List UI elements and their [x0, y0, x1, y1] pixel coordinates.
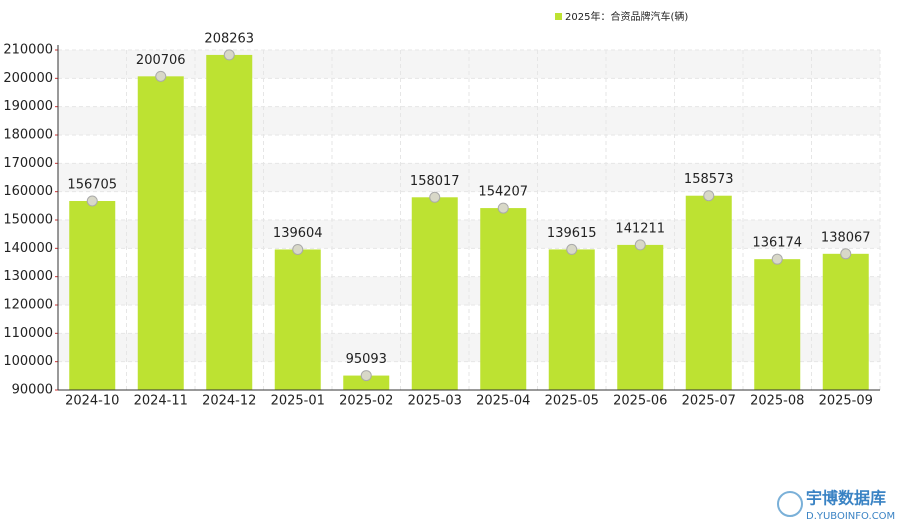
value-label: 136174: [752, 236, 802, 251]
y-tick-label: 170000: [3, 156, 53, 171]
bar: [206, 54, 253, 390]
bar-marker: [840, 248, 852, 260]
watermark-logo: [777, 491, 803, 517]
x-tick-label: 2025-03: [408, 394, 462, 409]
value-label: 139604: [273, 226, 323, 241]
bar-marker: [497, 202, 509, 214]
x-tick-label: 2025-06: [613, 394, 667, 409]
value-label: 156705: [67, 178, 117, 193]
x-tick-label: 2025-05: [545, 394, 599, 409]
bar: [754, 259, 801, 390]
legend-label: 2025年：合资品牌汽车(辆): [565, 10, 688, 23]
y-tick-label: 210000: [3, 43, 53, 58]
x-tick-label: 2025-09: [819, 394, 873, 409]
value-label: 154207: [478, 185, 528, 200]
bar-marker: [155, 70, 167, 82]
bar-marker: [223, 49, 235, 61]
bar: [69, 201, 116, 390]
y-tick-label: 180000: [3, 128, 53, 143]
x-tick-label: 2024-12: [202, 394, 256, 409]
bar-marker: [634, 239, 646, 251]
y-tick-label: 140000: [3, 241, 53, 256]
x-tick-label: 2025-01: [271, 394, 325, 409]
bar-marker: [429, 191, 441, 203]
x-tick-label: 2024-10: [65, 394, 119, 409]
value-label: 139615: [547, 226, 597, 241]
bar-marker: [703, 190, 715, 202]
value-label: 141211: [615, 221, 665, 236]
bar: [822, 253, 869, 390]
y-tick-label: 110000: [3, 326, 53, 341]
bar-marker: [292, 243, 304, 255]
x-tick-label: 2025-04: [476, 394, 530, 409]
bar-marker: [771, 253, 783, 265]
value-label: 138067: [821, 230, 871, 245]
bar: [343, 375, 390, 390]
value-label: 95093: [346, 352, 387, 367]
y-tick-label: 160000: [3, 184, 53, 199]
bar: [617, 244, 664, 390]
x-tick-label: 2025-08: [750, 394, 804, 409]
bar: [137, 76, 184, 390]
y-tick-label: 190000: [3, 99, 53, 114]
y-tick-label: 90000: [12, 383, 53, 398]
bar: [274, 249, 321, 390]
x-tick-label: 2025-07: [682, 394, 736, 409]
legend-swatch: [555, 13, 562, 20]
bar-marker: [86, 195, 98, 207]
y-tick-label: 100000: [3, 354, 53, 369]
watermark-title: 宇博数据库: [806, 489, 886, 508]
value-label: 200706: [136, 53, 186, 68]
bar: [685, 195, 732, 390]
watermark: 宇博数据库 D.YUBOINFO.COM: [777, 489, 895, 522]
bar-marker: [360, 370, 372, 382]
value-label: 158017: [410, 174, 460, 189]
value-label: 208263: [204, 31, 254, 46]
y-tick-label: 200000: [3, 71, 53, 86]
value-label: 158573: [684, 172, 734, 187]
y-tick-label: 150000: [3, 213, 53, 228]
bar: [411, 197, 458, 390]
x-tick-label: 2024-11: [134, 394, 188, 409]
bar-marker: [566, 243, 578, 255]
y-tick-label: 130000: [3, 269, 53, 284]
watermark-url: D.YUBOINFO.COM: [806, 511, 895, 522]
bar: [548, 249, 595, 390]
x-tick-label: 2025-02: [339, 394, 393, 409]
bar: [480, 208, 527, 390]
y-tick-label: 120000: [3, 298, 53, 313]
